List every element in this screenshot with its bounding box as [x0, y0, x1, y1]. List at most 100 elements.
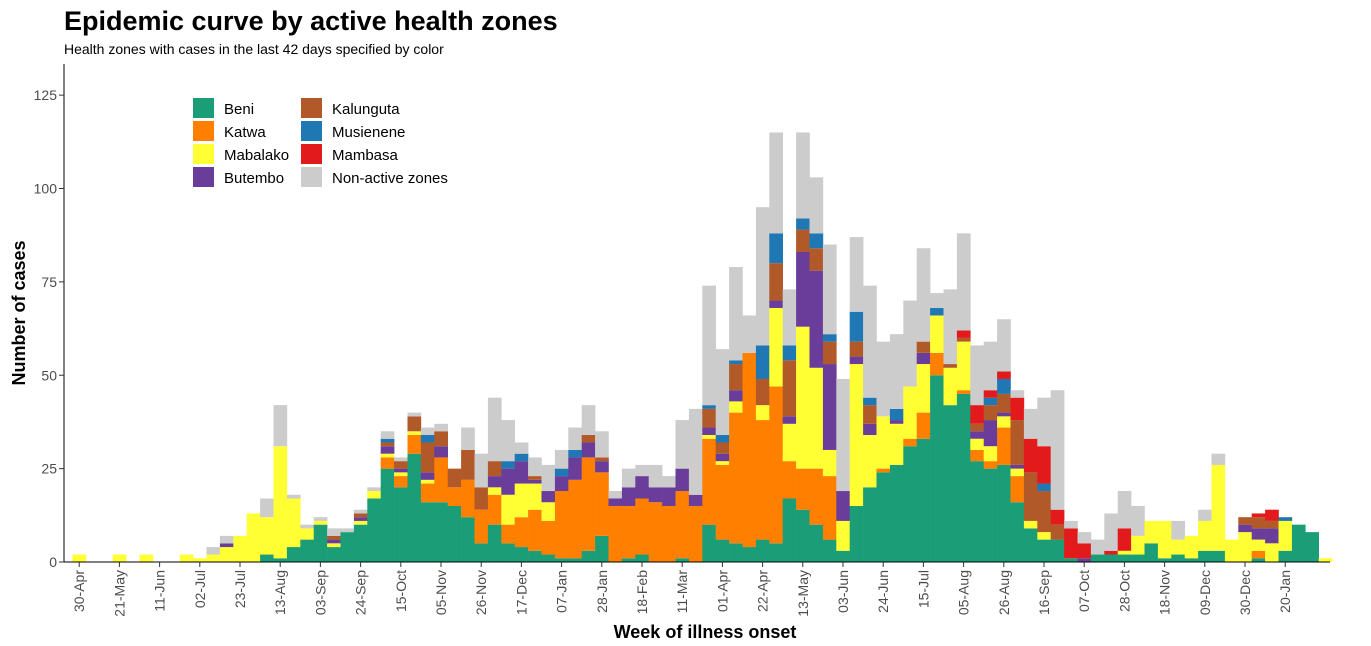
bar-segment [769, 386, 783, 544]
bar-segment [541, 520, 556, 555]
bar-segment [688, 408, 703, 495]
bar-segment [1291, 524, 1306, 562]
bar-segment [487, 397, 502, 462]
chart-subtitle: Health zones with cases in the last 42 d… [64, 41, 444, 57]
bar-segment [595, 457, 609, 462]
bar-segment [407, 435, 422, 454]
bar-segment [420, 435, 435, 443]
y-axis-title: Number of cases [9, 240, 29, 385]
bar-segment [608, 505, 623, 562]
bar-segment [568, 449, 582, 458]
bar-segment [139, 554, 154, 562]
bar-segment [997, 393, 1011, 413]
bar-segment [541, 554, 556, 562]
bar-segment [889, 408, 904, 421]
bar-segment [581, 550, 596, 562]
bar-segment [755, 207, 770, 346]
bar-segment [1077, 543, 1092, 559]
bar-segment [1131, 535, 1145, 555]
bar-segment [1131, 505, 1145, 536]
x-tick-label: 26-Nov [473, 570, 489, 615]
bar-segment [353, 524, 368, 562]
bar-segment [501, 543, 515, 563]
bar-segment [206, 554, 221, 562]
bar-segment [702, 405, 716, 409]
legend-swatch [301, 167, 322, 187]
bar-segment [554, 491, 569, 559]
bar-segment [997, 412, 1011, 417]
bar-segment [487, 476, 502, 488]
x-tick-label: 01-Apr [714, 570, 730, 612]
legend-swatch [193, 121, 214, 141]
bar-segment [568, 558, 582, 562]
bar-segment [380, 431, 395, 439]
chart-title: Epidemic curve by active health zones [64, 6, 558, 36]
bar-segment [1238, 517, 1252, 525]
bar-segment [1211, 550, 1226, 562]
bar-segment [822, 244, 837, 335]
x-tick-label: 13-May [795, 570, 811, 617]
bar-segment [863, 405, 877, 424]
bar-segment [1318, 558, 1333, 562]
bar-segment [1037, 539, 1051, 562]
bar-segment [863, 397, 877, 406]
bar-segment [809, 177, 824, 234]
bar-segment [1117, 550, 1132, 555]
bar-segment [487, 524, 502, 562]
bar-segment [581, 442, 596, 458]
bar-segment [822, 334, 837, 342]
bar-segment [702, 435, 716, 439]
bar-segment [327, 535, 341, 540]
x-tick-label: 11-Mar [674, 570, 690, 614]
bar-segment [394, 457, 408, 462]
bar-segment [956, 341, 971, 391]
bar-segment [380, 457, 395, 469]
bar-segment [595, 535, 609, 562]
bar-segment [755, 420, 770, 540]
bar-segment [876, 472, 891, 562]
bar-segment [983, 341, 998, 391]
bar-segment [876, 341, 891, 417]
bar-segment [1198, 520, 1212, 551]
bar-segment [554, 449, 569, 469]
bar-segment [849, 364, 864, 506]
legend-swatch [193, 98, 214, 118]
x-tick-label: 03-Jun [835, 570, 851, 613]
bar-segment [782, 360, 797, 417]
legend-label: Kalunguta [332, 101, 400, 118]
bar-segment [219, 543, 234, 548]
legend-label: Mabalako [224, 147, 289, 164]
bar-segment [554, 476, 569, 492]
bar-segment [1064, 528, 1078, 559]
bar-segment [662, 487, 676, 506]
bar-segment [1157, 520, 1172, 559]
bar-segment [943, 367, 958, 406]
bar-segment [581, 457, 596, 551]
bar-segment [273, 446, 288, 559]
bar-segment [1211, 464, 1226, 551]
bar-segment [1131, 554, 1145, 562]
bar-segment [956, 393, 971, 562]
bar-segment [420, 483, 435, 503]
bar-segment [876, 416, 891, 469]
bar-segment [514, 453, 529, 462]
bar-segment [1010, 476, 1025, 503]
bar-segment [702, 408, 716, 428]
bar-segment [997, 464, 1011, 562]
y-tick-label: 25 [41, 461, 57, 477]
bar-segment [796, 509, 810, 562]
x-tick-label: 05-Nov [433, 570, 449, 615]
bar-segment [340, 528, 355, 533]
bar-segment [1023, 520, 1038, 529]
bar-segment [715, 464, 730, 540]
y-tick-label: 100 [34, 181, 58, 197]
bar-segment [916, 438, 931, 562]
bar-segment [260, 498, 274, 518]
bar-segment [541, 502, 556, 521]
stacked-bars [72, 132, 1333, 563]
bar-segment [1171, 539, 1185, 555]
x-tick-label: 24-Jun [875, 570, 891, 613]
bar-segment [380, 468, 395, 563]
bar-segment [675, 558, 690, 562]
